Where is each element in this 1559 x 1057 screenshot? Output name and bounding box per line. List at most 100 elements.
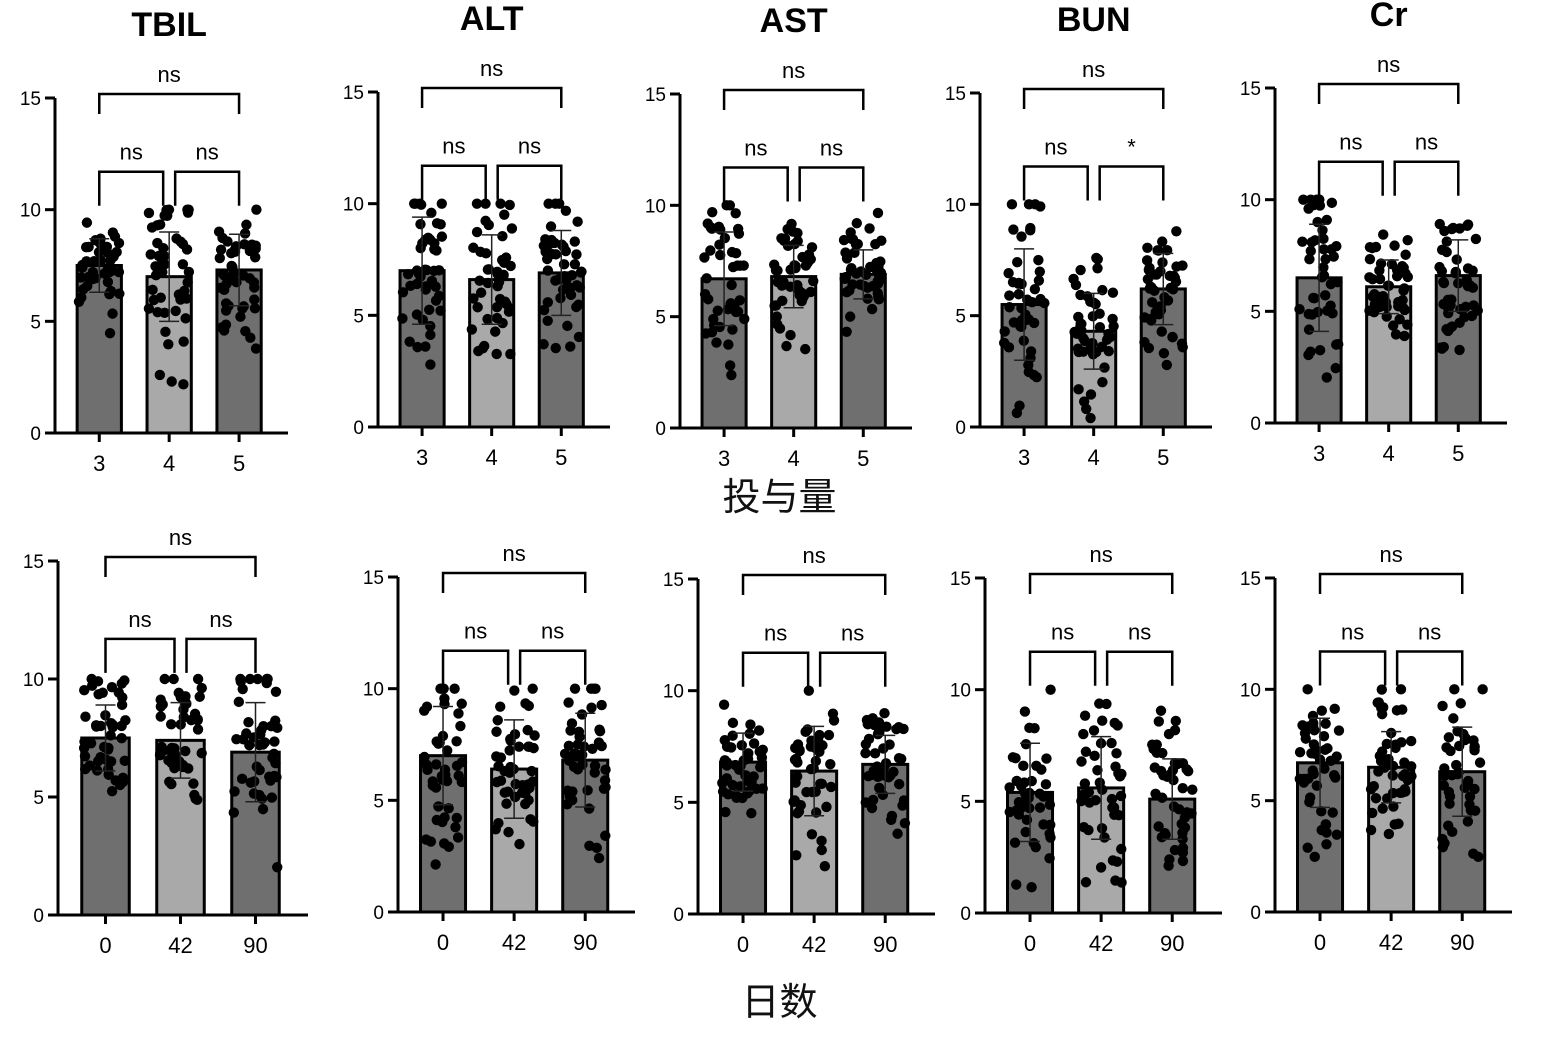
data-point: [154, 749, 166, 761]
data-point: [233, 696, 245, 708]
significance-label: ns: [1418, 619, 1441, 644]
data-point: [726, 246, 738, 258]
data-point: [475, 246, 486, 258]
x-tick-label: 90: [1450, 930, 1474, 955]
data-point: [999, 326, 1010, 337]
data-point: [590, 683, 601, 694]
data-point: [999, 337, 1010, 349]
data-point: [120, 715, 131, 726]
data-point: [155, 711, 166, 722]
y-tick-label: 5: [373, 791, 384, 812]
data-point: [881, 721, 892, 732]
data-point: [1018, 760, 1029, 772]
data-point: [1447, 826, 1458, 838]
significance-label: ns: [1341, 619, 1364, 644]
data-point: [600, 764, 611, 775]
x-tick-label: 42: [1379, 930, 1403, 955]
data-point: [714, 321, 725, 333]
data-point: [1443, 304, 1454, 315]
data-point: [541, 253, 553, 265]
x-tick-label: 5: [1157, 445, 1169, 470]
data-point: [491, 348, 502, 360]
y-tick-label: 10: [23, 670, 44, 691]
significance-bracket: [104, 555, 257, 577]
data-point: [897, 800, 908, 811]
data-point: [105, 262, 117, 274]
data-point: [571, 249, 582, 260]
y-tick-label: 5: [960, 792, 971, 813]
data-point: [587, 743, 598, 755]
significance-bracket: [798, 166, 865, 202]
data-point: [431, 245, 442, 256]
data-point: [1153, 716, 1165, 727]
data-point: [1177, 827, 1188, 839]
data-point: [1444, 798, 1455, 809]
y-tick-label: 15: [950, 569, 971, 590]
data-point: [152, 237, 163, 249]
data-point: [426, 275, 438, 287]
data-point: [1399, 330, 1410, 342]
data-point: [1437, 833, 1448, 845]
data-point: [1009, 837, 1021, 848]
data-point: [430, 782, 442, 793]
data-point: [557, 284, 569, 295]
data-point: [1076, 756, 1087, 767]
data-point: [249, 303, 261, 314]
data-point: [786, 218, 797, 230]
data-point: [1147, 297, 1158, 308]
y-tick-label: 15: [363, 568, 384, 589]
data-point: [95, 238, 106, 250]
data-point: [1391, 264, 1403, 276]
y-tick-label: 0: [673, 905, 684, 926]
data-point: [1029, 283, 1041, 295]
data-point: [1076, 325, 1087, 336]
significance-bracket: [1022, 165, 1089, 201]
data-point: [1387, 760, 1399, 772]
significance-label: ns: [158, 62, 181, 87]
data-point: [785, 329, 796, 341]
data-point: [1156, 326, 1167, 337]
data-point: [1079, 710, 1091, 721]
significance-bracket: [818, 651, 887, 687]
data-point: [727, 717, 739, 729]
y-tick-label: 10: [1240, 191, 1261, 212]
data-point: [456, 698, 467, 709]
data-point: [527, 683, 538, 694]
data-point: [77, 262, 88, 273]
data-point: [270, 686, 282, 697]
data-point: [497, 317, 508, 329]
data-point: [419, 751, 430, 763]
significance-label: *: [1127, 134, 1136, 159]
y-tick-label: 0: [30, 424, 41, 445]
data-point: [1107, 287, 1119, 298]
data-point: [1034, 802, 1046, 813]
data-point: [160, 326, 171, 338]
data-point: [569, 236, 580, 247]
data-point: [720, 806, 731, 818]
data-point: [1374, 265, 1385, 276]
data-point: [166, 376, 177, 387]
significance-label: ns: [1051, 620, 1074, 645]
data-point: [1016, 314, 1028, 326]
data-point: [712, 305, 723, 316]
data-point: [1328, 769, 1340, 781]
data-point: [493, 277, 505, 288]
data-point: [1004, 806, 1015, 818]
significance-bracket: [1393, 160, 1460, 196]
data-point: [879, 707, 890, 719]
data-point: [157, 699, 168, 710]
chart-title: AST: [760, 2, 828, 40]
data-point: [430, 295, 442, 306]
data-point: [166, 778, 177, 790]
data-point: [727, 730, 738, 741]
data-point: [177, 259, 189, 270]
data-point: [80, 763, 91, 775]
data-point: [562, 320, 573, 332]
data-point: [156, 741, 167, 753]
data-point: [1097, 715, 1108, 726]
data-point: [474, 275, 485, 286]
data-point: [1462, 775, 1474, 787]
data-point: [1304, 792, 1316, 803]
data-point: [886, 814, 897, 826]
data-point: [893, 778, 905, 790]
